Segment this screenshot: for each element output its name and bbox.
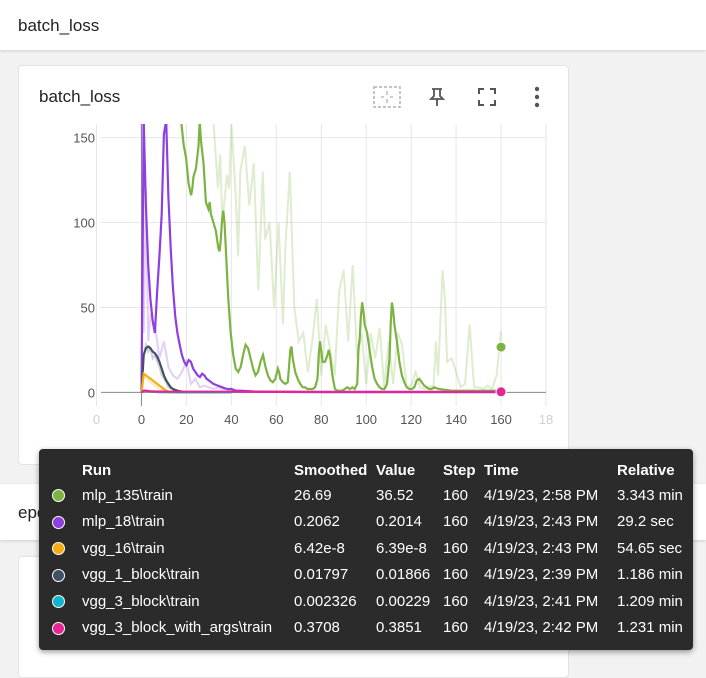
- x-tick-label-faded: 18: [539, 412, 553, 427]
- tooltip-header-smoothed: Smoothed: [294, 461, 368, 479]
- tooltip-smoothed: 0.01797: [294, 566, 349, 584]
- tooltip-step: 160: [443, 619, 469, 637]
- tooltip-row: vgg_3_block_with_args\train 0.3708 0.3851 1…: [49, 615, 686, 642]
- series-smoothed-line: [140, 389, 502, 394]
- tooltip-value: 0.2014: [376, 513, 422, 531]
- series-smoothed-line: [180, 124, 502, 392]
- pin-button[interactable]: [422, 83, 452, 111]
- x-tick-label: 60: [269, 412, 283, 427]
- tooltip-value: 0.00229: [376, 592, 431, 610]
- tooltip-time: 4/19/23, 2:41 PM: [484, 592, 599, 610]
- y-tick-label: 150: [73, 131, 95, 146]
- batch-loss-chart[interactable]: 0 20 40 60 80 100 120 140 160 0 18 0 50 100 150: [19, 66, 568, 464]
- tooltip-smoothed: 26.69: [294, 486, 332, 504]
- tooltip-swatch-cell: [49, 535, 79, 562]
- tooltip-header-time: Time: [484, 461, 519, 479]
- chart-card: batch_loss 0 20 40 60 80 100 120 140 160 0 18 0 50 10…: [18, 65, 569, 465]
- tooltip-header-relative: Relative: [617, 461, 675, 479]
- tooltip-run: vgg_16\train: [82, 539, 165, 557]
- series-raw-line: [140, 124, 254, 392]
- tooltip-swatch-cell: [49, 615, 79, 642]
- tooltip-time: 4/19/23, 2:43 PM: [484, 513, 599, 531]
- x-tick-label: 100: [355, 412, 377, 427]
- tooltip-header-swatch: [49, 458, 79, 482]
- hover-point: [495, 386, 507, 398]
- tooltip-step: 160: [443, 539, 469, 557]
- y-tick-label: 0: [88, 385, 95, 400]
- tooltip-relative: 1.186 min: [617, 566, 683, 584]
- fullscreen-icon: [478, 88, 496, 106]
- x-tick-label: 120: [400, 412, 422, 427]
- tooltip-relative: 54.65 sec: [617, 539, 683, 557]
- tooltip-smoothed: 0.002326: [294, 592, 357, 610]
- tooltip-row: vgg_3_block\train 0.002326 0.00229 160 4/19/…: [49, 588, 686, 615]
- x-tick-label-faded: 0: [93, 412, 100, 427]
- series-color-swatch: [52, 515, 65, 529]
- series-color-swatch: [52, 489, 65, 503]
- tooltip-value: 6.39e-8: [376, 539, 427, 557]
- tooltip-relative: 1.209 min: [617, 592, 683, 610]
- tooltip-run: mlp_135\train: [82, 486, 173, 504]
- tooltip-time: 4/19/23, 2:42 PM: [484, 619, 599, 637]
- x-tick-label: 80: [314, 412, 328, 427]
- series-raw-line: [212, 124, 503, 391]
- x-tick-label: 140: [445, 412, 467, 427]
- tooltip-run: mlp_18\train: [82, 513, 165, 531]
- tooltip-time: 4/19/23, 2:43 PM: [484, 539, 599, 557]
- hover-point: [495, 341, 507, 353]
- tooltip-run: vgg_3_block_with_args\train: [82, 619, 273, 637]
- tooltip-header-run: Run: [82, 461, 112, 479]
- fullscreen-button[interactable]: [472, 83, 502, 111]
- y-tick-label: 50: [81, 300, 95, 315]
- tooltip-table: Run Smoothed Value Step Time Relative ml…: [49, 458, 686, 641]
- series-color-swatch: [52, 542, 65, 556]
- series-color-swatch: [52, 621, 65, 635]
- tooltip-value: 36.52: [376, 486, 414, 504]
- tooltip-time: 4/19/23, 2:39 PM: [484, 566, 599, 584]
- x-tick-label: 40: [224, 412, 238, 427]
- x-tick-label: 0: [138, 412, 145, 427]
- tooltip-smoothed: 6.42e-8: [294, 539, 345, 557]
- chart-title: batch_loss: [39, 87, 121, 106]
- tooltip-swatch-cell: [49, 509, 79, 536]
- tooltip-row: mlp_135\train 26.69 36.52 160 4/19/23, 2:58 …: [49, 482, 686, 509]
- tooltip-step: 160: [443, 566, 469, 584]
- more-vert-icon: [534, 86, 540, 108]
- tooltip-smoothed: 0.3708: [294, 619, 340, 637]
- tooltip-step: 160: [443, 513, 469, 531]
- chart-tooltip: Run Smoothed Value Step Time Relative ml…: [39, 449, 693, 650]
- fit-domain-icon: [373, 86, 401, 108]
- tooltip-smoothed: 0.2062: [294, 513, 340, 531]
- x-tick-label: 20: [179, 412, 193, 427]
- tooltip-row: vgg_1_block\train 0.01797 0.01866 160 4/19/2…: [49, 562, 686, 589]
- tooltip-relative: 29.2 sec: [617, 513, 674, 531]
- page-header: batch_loss: [0, 0, 706, 50]
- tooltip-relative: 3.343 min: [617, 486, 683, 504]
- series-color-swatch: [52, 595, 65, 609]
- more-options-button[interactable]: [522, 83, 552, 111]
- page-title: batch_loss: [18, 16, 100, 35]
- tooltip-relative: 1.231 min: [617, 619, 683, 637]
- tooltip-row: mlp_18\train 0.2062 0.2014 160 4/19/23, 2:43…: [49, 509, 686, 536]
- tooltip-value: 0.01866: [376, 566, 431, 584]
- tooltip-run: vgg_1_block\train: [82, 566, 200, 584]
- tooltip-step: 160: [443, 486, 469, 504]
- tooltip-run: vgg_3_block\train: [82, 592, 200, 610]
- tooltip-time: 4/19/23, 2:58 PM: [484, 486, 599, 504]
- y-tick-label: 100: [73, 216, 95, 231]
- tooltip-header-step: Step: [443, 461, 476, 479]
- tooltip-swatch-cell: [49, 588, 79, 615]
- x-tick-label: 160: [490, 412, 512, 427]
- tooltip-swatch-cell: [49, 482, 79, 509]
- series-color-swatch: [52, 568, 65, 582]
- fit-domain-button[interactable]: [372, 83, 402, 111]
- tooltip-header-row: Run Smoothed Value Step Time Relative: [49, 458, 686, 482]
- tooltip-step: 160: [443, 592, 469, 610]
- tooltip-row: vgg_16\train 6.42e-8 6.39e-8 160 4/19/23, 2:…: [49, 535, 686, 562]
- tooltip-header-value: Value: [376, 461, 416, 479]
- tooltip-swatch-cell: [49, 562, 79, 589]
- pin-icon: [428, 88, 446, 106]
- series-raw-line: [140, 341, 187, 394]
- tooltip-value: 0.3851: [376, 619, 422, 637]
